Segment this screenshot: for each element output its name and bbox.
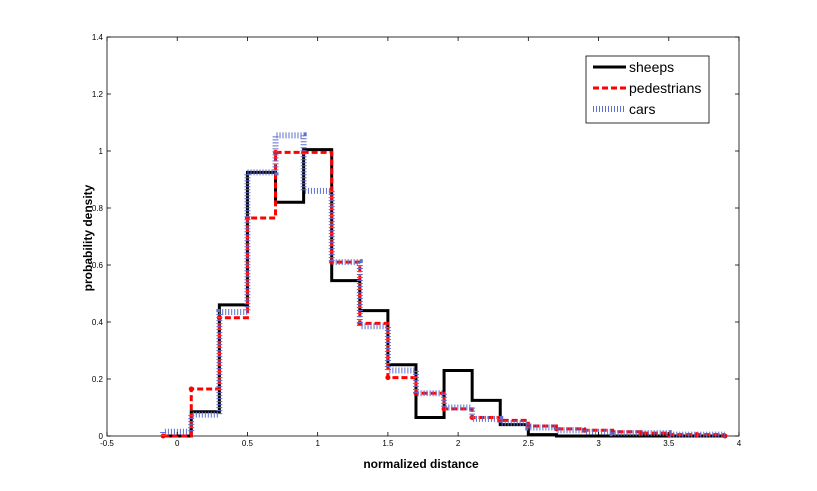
series-pedestrians-marker bbox=[273, 149, 279, 155]
y-tick-label: 0.2 bbox=[92, 375, 104, 384]
y-tick-label: 1.2 bbox=[92, 90, 104, 99]
y-tick-label: 0.8 bbox=[92, 204, 104, 213]
x-tick-label: 4 bbox=[737, 439, 742, 448]
x-tick-label: 1.5 bbox=[382, 439, 394, 448]
x-tick-label: 2 bbox=[456, 439, 461, 448]
series-pedestrians-marker bbox=[385, 375, 391, 381]
legend-label-cars: cars bbox=[629, 101, 655, 117]
x-tick-label: 0 bbox=[175, 439, 180, 448]
y-tick-label: 0.4 bbox=[92, 318, 104, 327]
tick-layer: -0.5 0 0.5 1 1.5 2 2.5 3 3.5 400.20.40.60.811.21.… bbox=[92, 33, 742, 448]
y-tick-label: 0.6 bbox=[92, 261, 104, 270]
y-axis-label: probability density bbox=[81, 184, 95, 291]
legend: sheeps pedestrians cars bbox=[585, 55, 710, 124]
x-axis-label: normalized distance bbox=[363, 457, 479, 471]
series-pedestrians-marker bbox=[582, 427, 588, 433]
y-tick-label: 1.4 bbox=[92, 33, 104, 42]
x-tick-label: 3.5 bbox=[663, 439, 675, 448]
y-tick-label: 0 bbox=[99, 432, 104, 441]
series-layer bbox=[160, 132, 728, 439]
y-tick-label: 1 bbox=[99, 147, 104, 156]
legend-label-sheeps: sheeps bbox=[629, 59, 674, 75]
x-tick-label: 1 bbox=[315, 439, 320, 448]
x-tick-label: 3 bbox=[596, 439, 601, 448]
x-tick-label: 2.5 bbox=[523, 439, 535, 448]
legend-label-pedestrians: pedestrians bbox=[629, 80, 701, 96]
x-tick-label: 0.5 bbox=[242, 439, 254, 448]
x-tick-label: -0.5 bbox=[100, 439, 114, 448]
series-pedestrians-marker bbox=[441, 406, 447, 412]
series-pedestrians-marker bbox=[188, 386, 194, 392]
